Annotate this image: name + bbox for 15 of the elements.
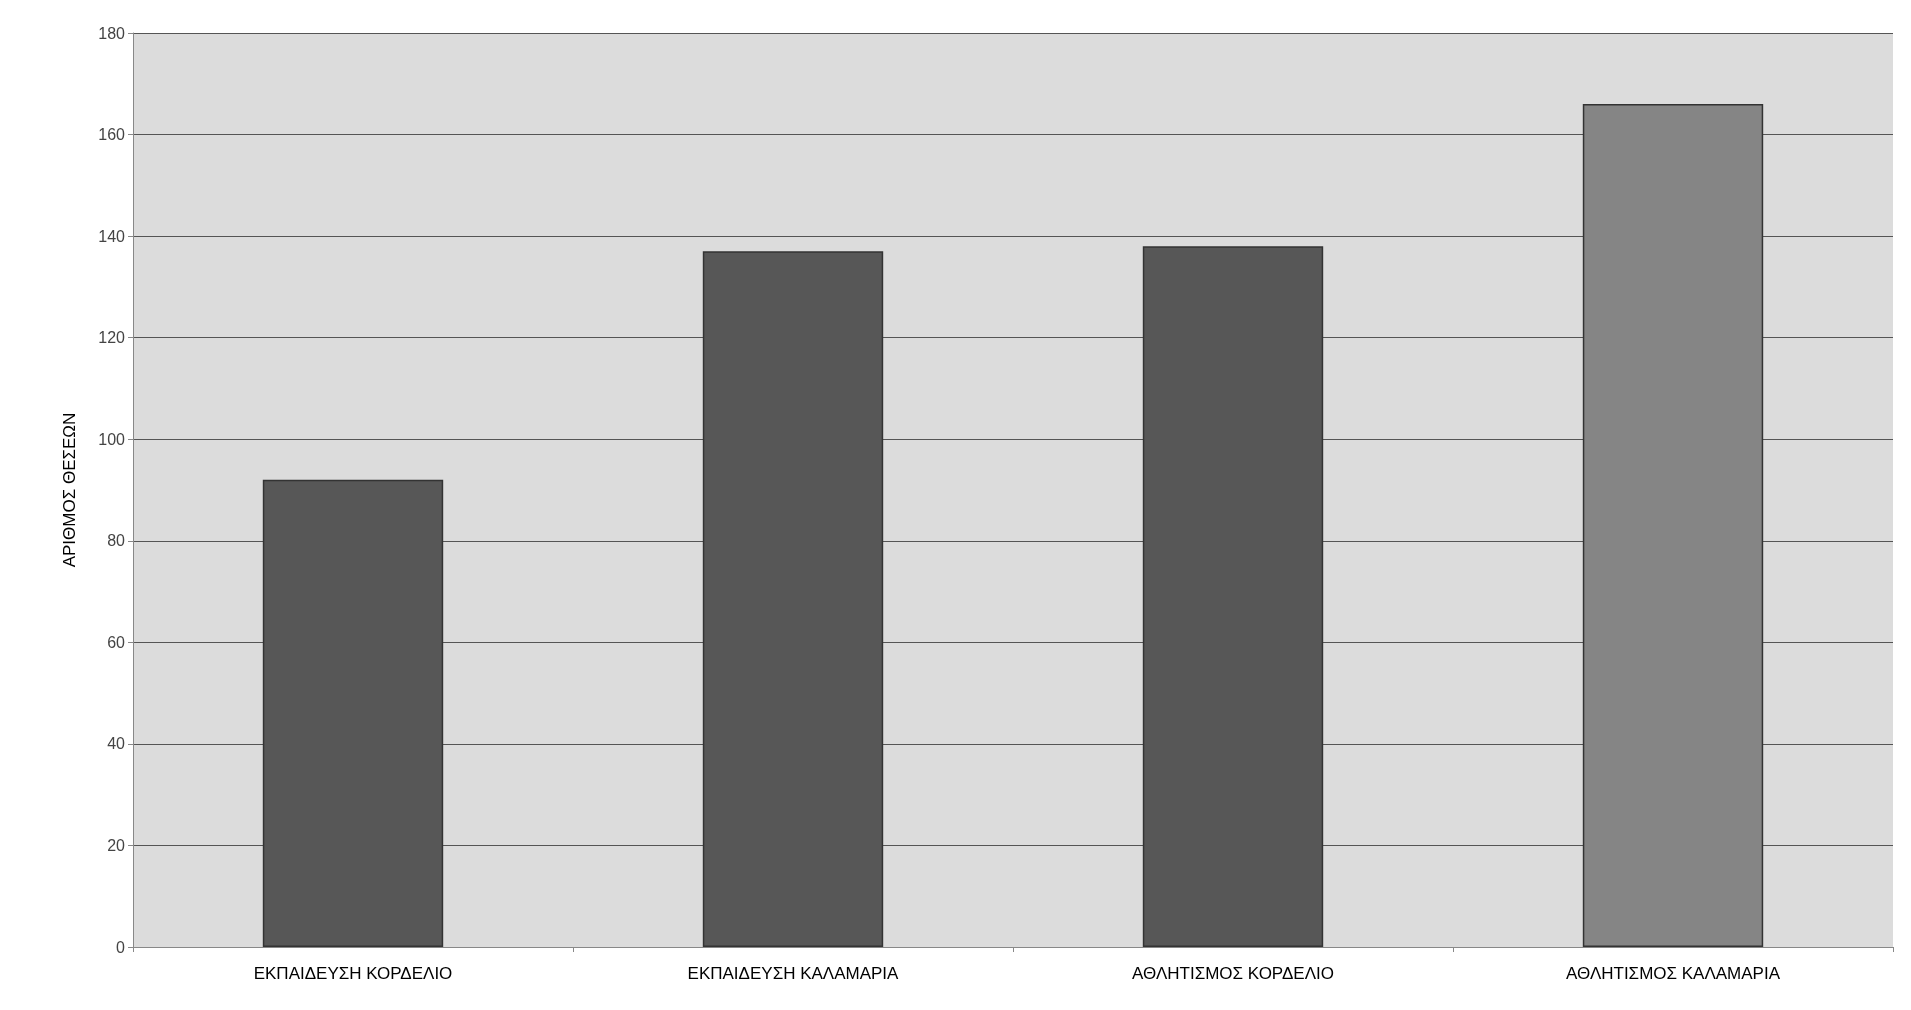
- y-tick-label: 120: [98, 329, 126, 347]
- y-tick-label: 140: [98, 227, 126, 245]
- x-tick-label: ΑΘΛΗΤΙΣΜΟΣ ΚΑΛΑΜΑΡΙΑ: [1565, 964, 1781, 983]
- y-tick-label: 100: [98, 430, 126, 448]
- x-tick-label: ΕΚΠΑΙΔΕΥΣΗ ΚΑΛΑΜΑΡΙΑ: [687, 964, 900, 983]
- y-tick-label: 80: [107, 532, 126, 550]
- y-tick-label: 180: [98, 24, 126, 42]
- y-tick-label: 160: [98, 126, 126, 144]
- y-tick-label: 0: [116, 938, 126, 956]
- y-tick-label: 40: [107, 735, 126, 753]
- y-axis-title: ΑΡΙΘΜΟΣ ΘΕΣΕΩΝ: [60, 412, 79, 568]
- x-tick-label: ΑΘΛΗΤΙΣΜΟΣ ΚΟΡΔΕΛΙΟ: [1132, 964, 1334, 983]
- x-tick-label: ΕΚΠΑΙΔΕΥΣΗ ΚΟΡΔΕΛΙΟ: [253, 964, 453, 983]
- y-tick-label: 20: [107, 836, 126, 854]
- y-tick-label: 60: [107, 633, 126, 651]
